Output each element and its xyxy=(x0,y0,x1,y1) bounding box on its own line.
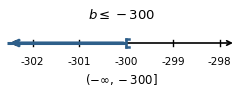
Text: -301: -301 xyxy=(68,57,91,67)
Text: $(-\infty, -300]$: $(-\infty, -300]$ xyxy=(85,72,158,86)
Text: -300: -300 xyxy=(114,57,138,67)
Text: -299: -299 xyxy=(161,57,185,67)
Text: $b \leq -300$: $b \leq -300$ xyxy=(88,9,155,22)
Text: -302: -302 xyxy=(21,57,44,67)
Text: -298: -298 xyxy=(208,57,231,67)
